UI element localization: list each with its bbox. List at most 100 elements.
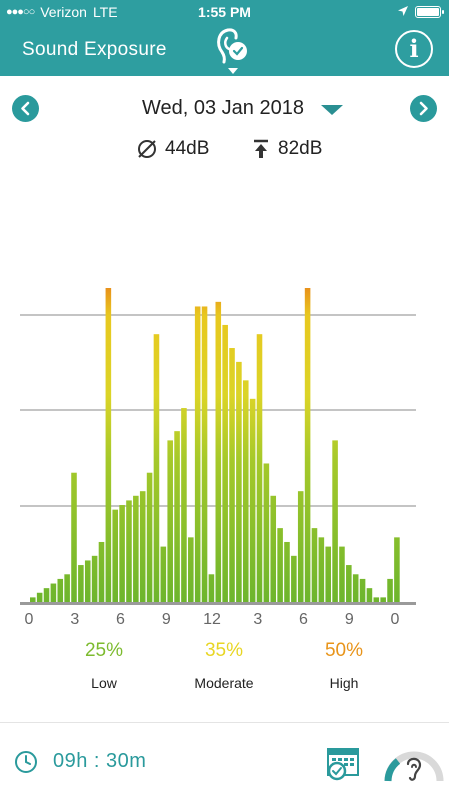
moderate-label: Moderate: [194, 675, 254, 691]
tick-label: 9: [162, 611, 171, 628]
battery-icon: [415, 6, 444, 18]
exposure-bar: [304, 288, 311, 602]
exposure-bar: [215, 301, 222, 602]
chart-baseline: [20, 602, 416, 605]
exposure-bar: [50, 583, 57, 602]
maximum-value: 82dB: [278, 138, 323, 159]
exposure-bar: [270, 495, 277, 602]
signal-icon: ●●●○○: [6, 6, 35, 18]
average-icon: [138, 140, 156, 158]
maximum-icon: [254, 139, 268, 158]
category-labels: Low Moderate High: [0, 675, 449, 695]
chart-canvas: 0 3 6 9 12 3 6 9 0: [20, 288, 416, 628]
network-type: LTE: [92, 4, 118, 20]
exposure-bar: [119, 505, 125, 602]
exposure-bar: [242, 380, 249, 602]
exposure-duration: 09h : 30m: [53, 750, 147, 772]
footer-divider: [0, 722, 449, 723]
status-bar: ●●●○○ Verizon LTE 1:55 PM: [0, 0, 449, 24]
tick-label: 3: [253, 611, 262, 628]
exposure-bar: [43, 588, 50, 602]
next-day-button[interactable]: [410, 95, 437, 122]
exposure-bar: [394, 537, 400, 602]
exposure-bar: [98, 541, 105, 602]
exposure-bar: [112, 509, 119, 602]
exposure-bar: [167, 440, 173, 602]
exposure-bar: [222, 324, 228, 602]
footer-bar: 09h : 30m: [0, 723, 449, 800]
exposure-stats: 44dB 82dB: [0, 138, 449, 164]
exposure-bar: [71, 472, 77, 602]
chevron-right-icon: [419, 101, 428, 116]
exposure-bar: [291, 555, 297, 602]
navigation-bar: Sound Exposure i: [0, 24, 449, 76]
exposure-bar: [181, 408, 187, 602]
bars: [30, 288, 400, 602]
low-percent: 25%: [84, 640, 124, 661]
category-percentages: 25% 35% 50%: [0, 640, 449, 664]
exposure-bar: [318, 537, 325, 602]
info-icon: i: [409, 34, 419, 63]
exposure-bar: [263, 463, 270, 602]
exposure-bar: [332, 440, 338, 602]
exposure-bar: [153, 334, 160, 602]
exposure-bar: [339, 546, 345, 602]
app-switcher-button[interactable]: [210, 24, 256, 76]
exposure-bar: [366, 588, 373, 602]
location-icon: [397, 4, 409, 20]
tick-label: 0: [391, 611, 400, 628]
high-percent: 50%: [324, 640, 364, 661]
tick-labels: 0 3 6 9 12 3 6 9 0: [20, 602, 416, 628]
exposure-bar: [249, 398, 256, 602]
exposure-bar: [373, 597, 380, 602]
tick-label: 3: [70, 611, 79, 628]
maximum-level: 82dB: [251, 138, 322, 160]
exposure-bar: [174, 431, 180, 602]
exposure-bar: [78, 565, 84, 602]
previous-day-button[interactable]: [12, 95, 39, 122]
exposure-bar: [387, 578, 393, 602]
exposure-bar: [30, 597, 36, 602]
info-button[interactable]: i: [395, 30, 433, 68]
exposure-bar: [126, 500, 132, 602]
selected-date[interactable]: Wed, 03 Jan 2018: [142, 97, 304, 119]
exposure-bar: [188, 537, 194, 602]
exposure-bar: [105, 288, 112, 602]
exposure-bar: [359, 578, 366, 602]
page-title: Sound Exposure: [22, 39, 167, 60]
exposure-bar: [146, 472, 153, 602]
exposure-bar: [194, 306, 201, 602]
sound-exposure-chart: 0 3 6 9 12 3 6 9 0: [0, 230, 449, 630]
exposure-bar: [139, 491, 146, 602]
exposure-bar: [64, 574, 70, 602]
carrier-name: Verizon: [40, 4, 87, 20]
clock-icon: [15, 751, 37, 773]
ear-icon[interactable]: [382, 737, 444, 785]
exposure-bar: [256, 334, 263, 602]
tick-label: 0: [25, 611, 34, 628]
exposure-bar: [133, 495, 139, 602]
high-label: High: [329, 675, 359, 691]
tick-label: 6: [299, 611, 308, 628]
exposure-bar: [91, 555, 98, 602]
date-dropdown-caret-icon[interactable]: [321, 105, 343, 115]
exposure-bar: [236, 361, 242, 602]
exposure-bar: [229, 348, 235, 602]
clock-time: 1:55 PM: [198, 4, 251, 20]
exposure-bar: [352, 574, 359, 602]
exposure-bar: [311, 528, 318, 602]
exposure-bar: [284, 541, 290, 602]
average-value: 44dB: [165, 138, 210, 159]
tick-label: 6: [116, 611, 125, 628]
exposure-bar: [325, 546, 331, 602]
exposure-bar: [57, 578, 64, 602]
exposure-bar: [380, 597, 386, 602]
low-label: Low: [91, 675, 117, 691]
exposure-bar: [36, 592, 43, 602]
exposure-bar: [297, 491, 304, 602]
chevron-left-icon: [21, 101, 30, 116]
exposure-bar: [277, 528, 283, 602]
calendar-icon[interactable]: [324, 745, 362, 781]
tick-label: 9: [345, 611, 354, 628]
exposure-bar: [208, 574, 215, 602]
